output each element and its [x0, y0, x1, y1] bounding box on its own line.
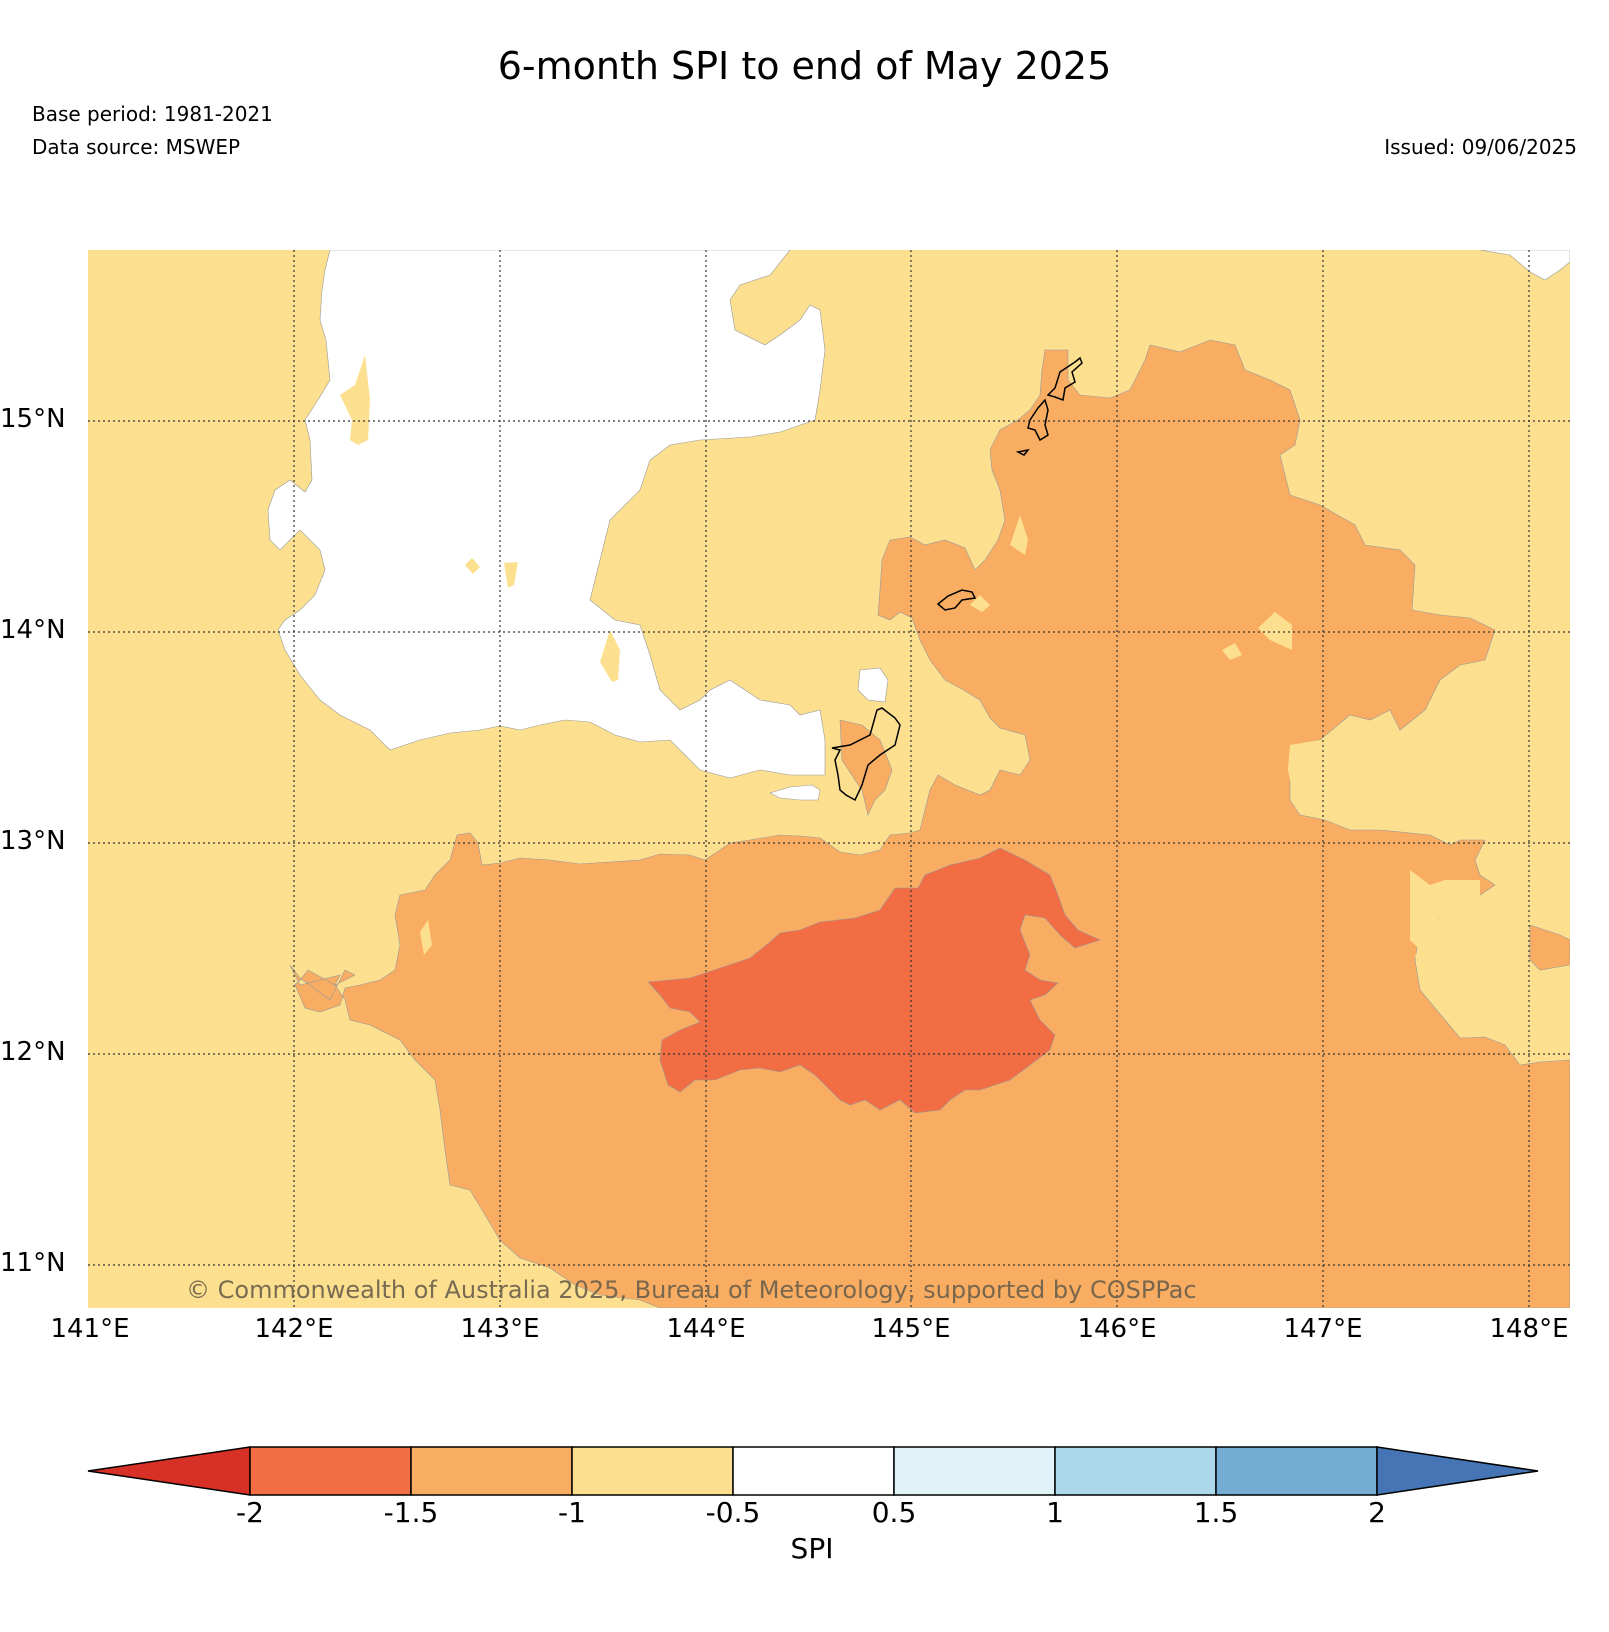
- colorbar-extend-low: [87, 1446, 251, 1496]
- colorbar-tick: 0.5: [871, 1496, 917, 1529]
- island-outline: [831, 707, 901, 802]
- lon-label: 144°E: [666, 1314, 746, 1344]
- island-outline: [1015, 448, 1030, 456]
- spi-region-red-orange: [647, 847, 1101, 1114]
- colorbar-tick: -1: [558, 1496, 586, 1529]
- base-period: Base period: 1981-2021: [32, 102, 273, 126]
- colorbar-segment: [410, 1446, 573, 1496]
- lat-label: 15°N: [0, 404, 66, 434]
- colorbar: [87, 1446, 1539, 1496]
- colorbar-segment: [893, 1446, 1056, 1496]
- colorbar-segment: [732, 1446, 895, 1496]
- lon-label: 145°E: [871, 1314, 951, 1344]
- colorbar-extend-high: [1376, 1446, 1539, 1496]
- island-outline: [1046, 356, 1083, 402]
- spi-region-white: [267, 250, 826, 779]
- colorbar-tick: 1: [1046, 1496, 1064, 1529]
- gridlines: [88, 250, 1570, 1308]
- island-outline: [936, 589, 977, 611]
- lat-label: 11°N: [0, 1248, 66, 1278]
- spi-region-orange: [289, 339, 1570, 1308]
- lat-label: 13°N: [0, 826, 66, 856]
- colorbar-tick: 1.5: [1193, 1496, 1239, 1529]
- lon-label: 147°E: [1283, 1314, 1363, 1344]
- colorbar-segment: [249, 1446, 412, 1496]
- colorbar-tick: -1.5: [383, 1496, 439, 1529]
- island-outline: [1027, 398, 1049, 442]
- colorbar-segment: [571, 1446, 734, 1496]
- colorbar-tick: -0.5: [705, 1496, 761, 1529]
- colorbar-tick: 2: [1368, 1496, 1386, 1529]
- issued-date: Issued: 09/06/2025: [1384, 135, 1577, 159]
- lon-label: 143°E: [460, 1314, 540, 1344]
- data-source: Data source: MSWEP: [32, 135, 241, 159]
- colorbar-segment: [1054, 1446, 1217, 1496]
- colorbar-segment: [1215, 1446, 1378, 1496]
- lon-label: 141°E: [50, 1314, 130, 1344]
- lon-label: 146°E: [1077, 1314, 1157, 1344]
- lon-label: 148°E: [1489, 1314, 1569, 1344]
- colorbar-tick: -2: [236, 1496, 264, 1529]
- lat-label: 14°N: [0, 615, 66, 645]
- colorbar-label: SPI: [790, 1532, 834, 1565]
- copyright-notice: © Commonwealth of Australia 2025, Bureau…: [186, 1276, 1197, 1304]
- lat-label: 12°N: [0, 1037, 66, 1067]
- lon-label: 142°E: [254, 1314, 334, 1344]
- map-title: 6-month SPI to end of May 2025: [497, 44, 1112, 88]
